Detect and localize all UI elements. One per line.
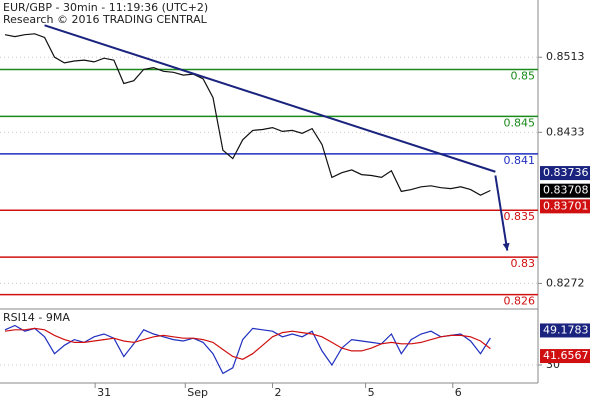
x-tick-label: 2 (274, 386, 281, 399)
x-tick-label: 6 (455, 386, 462, 399)
chart-subtitle: Research © 2016 TRADING CENTRAL (3, 13, 208, 26)
price-box (540, 323, 590, 338)
price-box-label: 0.83701 (543, 199, 589, 212)
series-line (4, 324, 491, 375)
price-box-label: 49.1783 (543, 323, 589, 336)
y-tick-label: 0.8272 (546, 276, 585, 289)
x-tick-label: 31 (97, 386, 111, 399)
chart-title: EUR/GBP - 30min - 11:19:36 (UTC+2) (3, 1, 208, 14)
price-box (540, 199, 590, 214)
price-box (540, 349, 590, 364)
trendline (44, 24, 496, 173)
price-box (540, 166, 590, 181)
y-tick-label: 0.8513 (546, 50, 585, 63)
arrow-head (502, 242, 510, 251)
series-line (4, 327, 491, 360)
x-tick-label: Sep (187, 386, 208, 399)
price-box-label: 41.6567 (543, 349, 589, 362)
level-label: 0.835 (504, 210, 536, 223)
price-box-label: 0.83708 (543, 184, 589, 197)
level-label: 0.826 (504, 295, 536, 308)
arrow (494, 175, 509, 251)
level-label: 0.845 (504, 116, 536, 129)
x-tick-label: 5 (368, 386, 375, 399)
level-label: 0.83 (511, 257, 536, 270)
level-label: 0.841 (504, 154, 536, 167)
level-label: 0.85 (511, 69, 536, 82)
y-tick-label: 0.8433 (546, 125, 585, 138)
price-box (540, 183, 590, 198)
rsi-title: RSI14 - 9MA (3, 311, 70, 324)
series-line (4, 33, 491, 196)
price-box-label: 0.83736 (543, 166, 589, 179)
